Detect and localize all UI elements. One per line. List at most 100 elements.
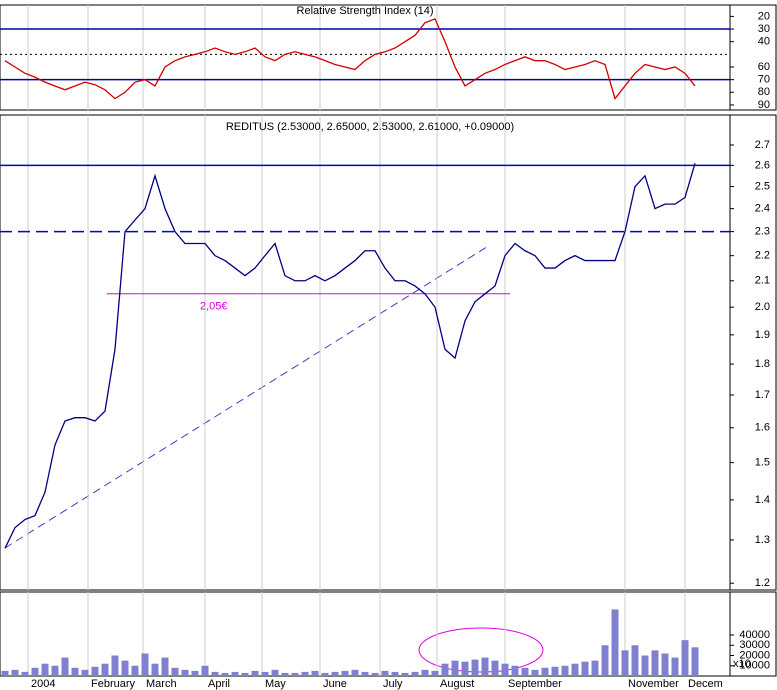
x-tick-label: August [440, 678, 474, 690]
volume-bar [541, 667, 549, 676]
volume-bar [41, 663, 49, 676]
y-tick-label: 90 [758, 99, 770, 111]
x-tick-label: September [508, 678, 562, 690]
volume-bar [51, 665, 59, 676]
x-tick-label: April [208, 678, 230, 690]
volume-bar [431, 670, 439, 676]
volume-bar [631, 645, 639, 676]
volume-bar [581, 661, 589, 676]
volume-bar [21, 671, 29, 676]
y-tick-label: 1.9 [755, 329, 770, 341]
x-tick-label: Decem [688, 678, 723, 690]
x-tick-label: March [146, 678, 177, 690]
volume-bar [11, 669, 19, 676]
volume-bar [71, 667, 79, 676]
volume-bar [551, 666, 559, 676]
x-tick-label: May [265, 678, 286, 690]
volume-bar [361, 671, 369, 676]
support-label: 2,05€ [200, 301, 228, 313]
trend-line [4, 244, 491, 549]
volume-bar [441, 663, 449, 676]
y-tick-label: 20 [758, 10, 770, 22]
panel-frame [0, 114, 777, 591]
y-tick-label: 1.2 [755, 577, 770, 589]
volume-bar [511, 665, 519, 676]
volume-bar [251, 670, 259, 676]
y-tick-label: 2.4 [755, 203, 770, 215]
volume-bar [381, 670, 389, 676]
y-tick-label: 60 [758, 61, 770, 73]
volume-bar [61, 657, 69, 676]
volume-bar [321, 672, 329, 676]
volume-bar [131, 665, 139, 676]
y-tick-label: 1.4 [755, 494, 770, 506]
volume-bar [481, 657, 489, 676]
y-tick-label: 10000 [739, 660, 770, 672]
y-tick-label: 1.7 [755, 389, 770, 401]
volume-bar [521, 667, 529, 676]
volume-bar [1, 670, 9, 676]
y-tick-label: 30000 [739, 639, 770, 651]
volume-bar [151, 663, 159, 676]
volume-bar [301, 671, 309, 676]
y-tick-label: 2.0 [755, 301, 770, 313]
volume-bar [31, 667, 39, 676]
volume-bar [471, 659, 479, 676]
panel-title: REDITUS (2.53000, 2.65000, 2.53000, 2.61… [226, 121, 514, 133]
volume-bar [351, 669, 359, 676]
y-tick-label: 2.1 [755, 275, 770, 287]
y-tick-label: 20000 [739, 649, 770, 661]
y-tick-label: 80 [758, 86, 770, 98]
volume-bar [331, 671, 339, 676]
volume-bar [531, 669, 539, 676]
panel-title: Relative Strength Index (14) [297, 5, 434, 17]
volume-bar [671, 657, 679, 676]
volume-bar [111, 655, 119, 676]
y-tick-label: 40 [758, 36, 770, 48]
volume-bar [501, 663, 509, 676]
volume-bar [281, 672, 289, 676]
volume-bar [611, 609, 619, 676]
volume-bar [411, 671, 419, 676]
volume-bar [341, 670, 349, 676]
volume-bar [571, 663, 579, 676]
volume-bar [311, 670, 319, 676]
y-tick-label: 1.8 [755, 358, 770, 370]
volume-bar [651, 650, 659, 676]
x-tick-label: July [383, 678, 403, 690]
x-tick-label: 2004 [31, 678, 55, 690]
volume-bar [591, 660, 599, 676]
x-tick-label: June [323, 678, 347, 690]
volume-bar [691, 647, 699, 676]
volume-bar [101, 663, 109, 676]
y-tick-label: 40000 [739, 629, 770, 641]
y-tick-label: 2.7 [755, 139, 770, 151]
y-tick-label: 2.2 [755, 250, 770, 262]
volume-bar [191, 670, 199, 676]
data-line [4, 163, 696, 549]
y-tick-label: 70 [758, 74, 770, 86]
volume-bar [211, 671, 219, 676]
volume-bar [261, 671, 269, 676]
volume-bar [141, 653, 149, 676]
y-tick-label: 2.3 [755, 226, 770, 238]
volume-bar [621, 650, 629, 676]
volume-bar [491, 660, 499, 676]
x-tick-label: February [91, 678, 136, 690]
y-tick-label: 2.6 [755, 159, 770, 171]
volume-bar [661, 653, 669, 676]
x-tick-label: November [628, 678, 679, 690]
unit-label: x10 [733, 658, 751, 670]
volume-bar [601, 645, 609, 676]
highlight-ellipse [418, 627, 544, 673]
volume-bar [91, 666, 99, 676]
volume-bar [231, 671, 239, 676]
volume-bar [681, 640, 689, 676]
volume-bar [401, 672, 409, 676]
volume-bar [421, 669, 429, 676]
volume-bar [371, 672, 379, 676]
panel-frame [0, 4, 777, 111]
volume-bar [171, 667, 179, 676]
y-tick-label: 2.5 [755, 180, 770, 192]
